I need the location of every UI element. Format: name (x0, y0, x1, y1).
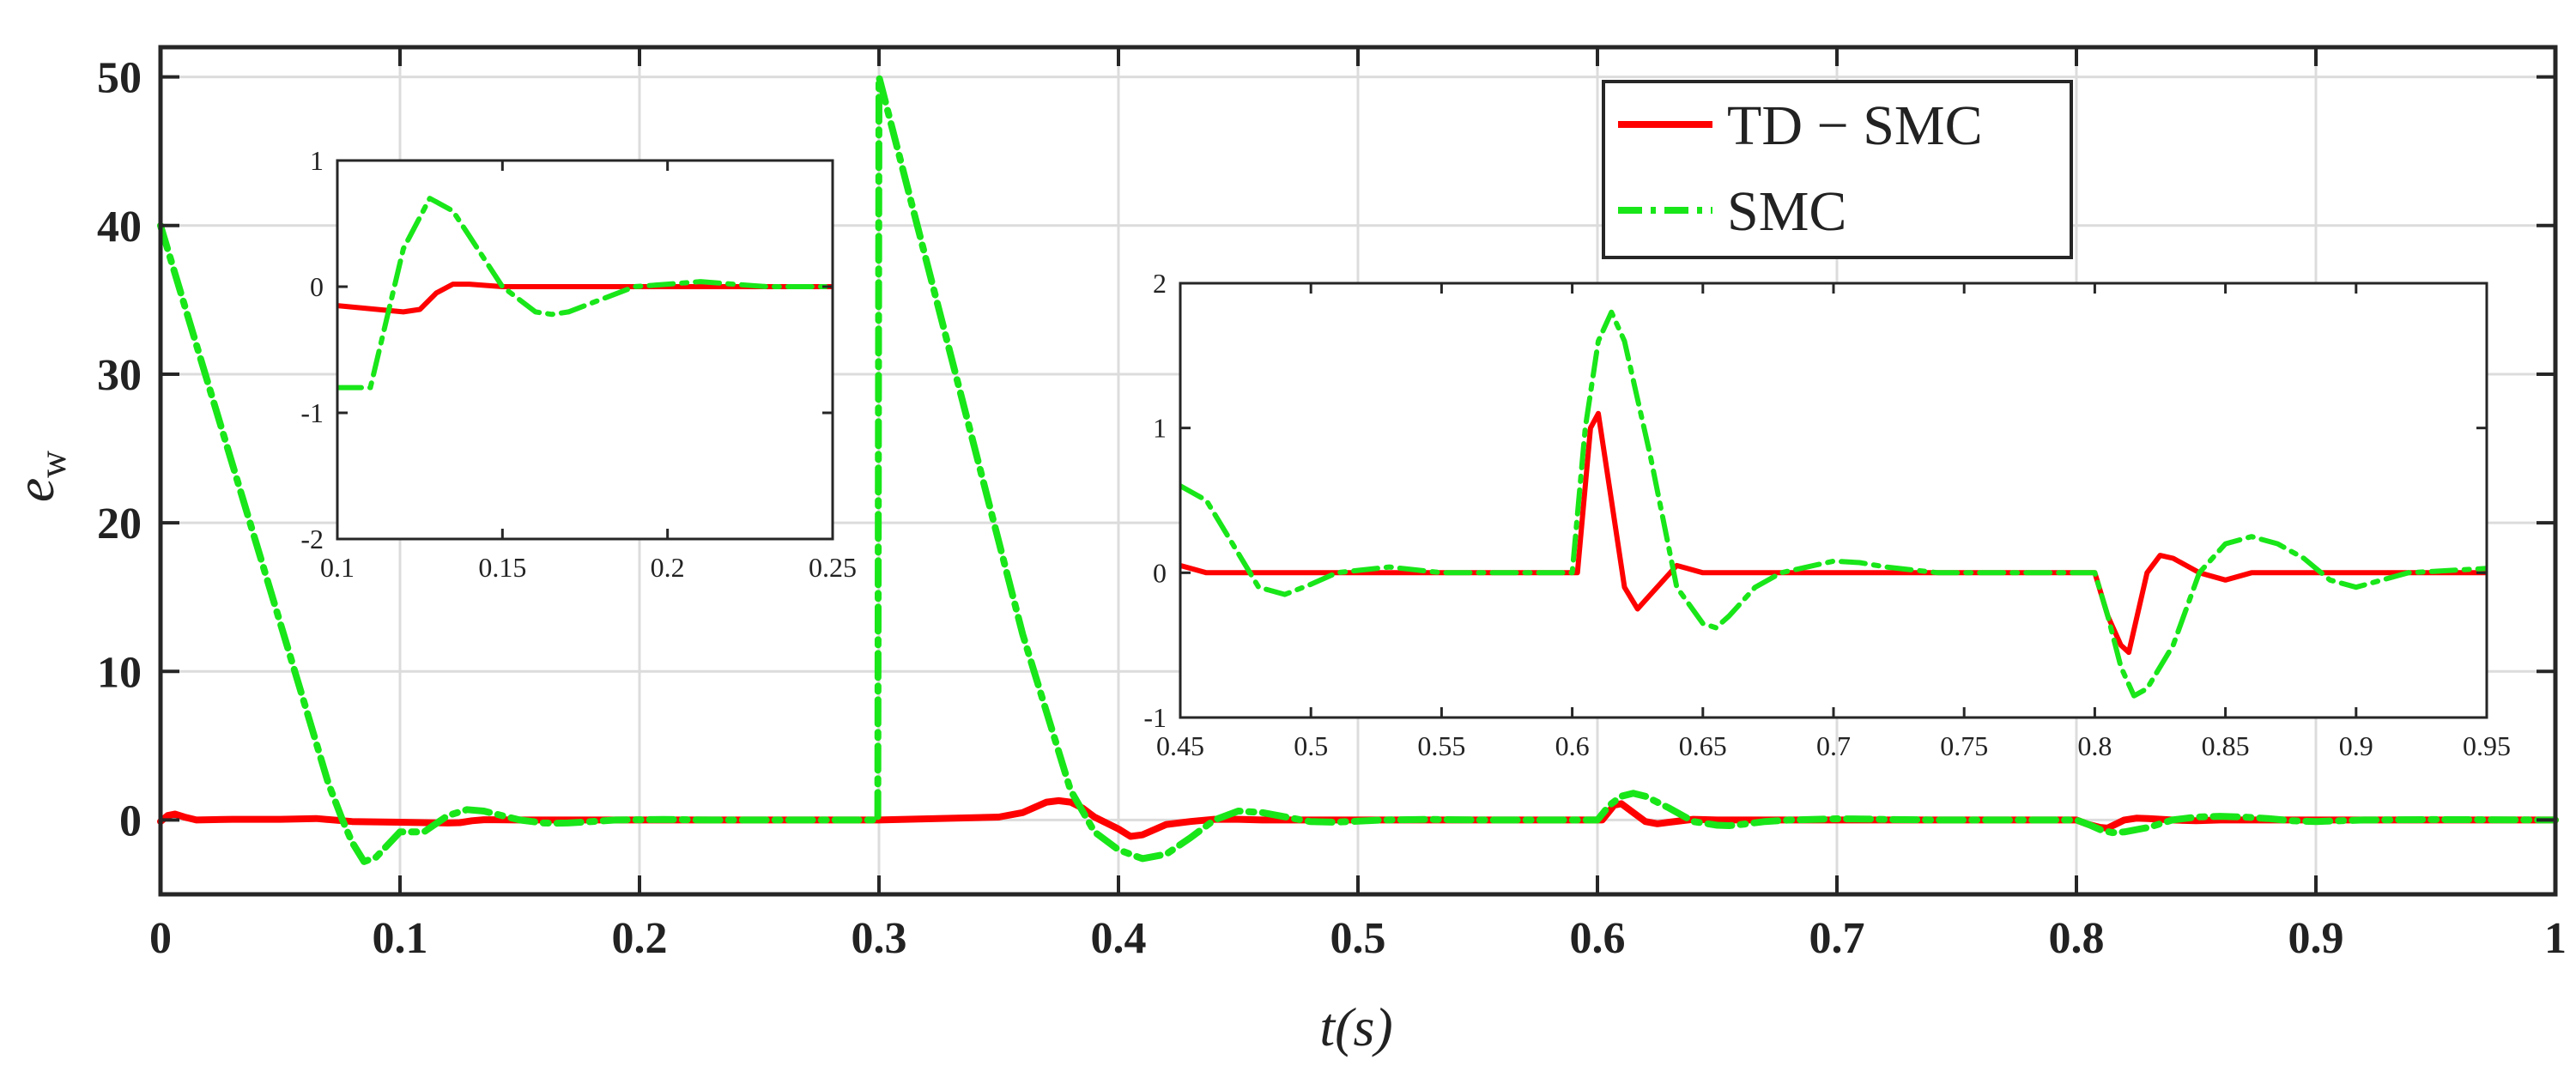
inset-series-smc (337, 196, 833, 391)
inset-x-tick-label: 0.9 (2339, 730, 2373, 761)
x-tick-label: 0.9 (2288, 914, 2344, 963)
inset-x-tick-label: 0.2 (651, 552, 685, 583)
inset-y-tick-label: 0 (310, 271, 324, 302)
inset-x-tick-label: 0.25 (809, 552, 857, 583)
inset-x-tick-label: 0.7 (1816, 730, 1851, 761)
inset-y-tick-label: -1 (300, 397, 324, 428)
inset-x-tick-label: 0.45 (1156, 730, 1204, 761)
inset-series-lines (337, 196, 833, 391)
x-axis-label: t(s) (1319, 996, 1392, 1057)
y-axis-label: ew (4, 451, 74, 502)
x-tick-label: 0.7 (1809, 914, 1865, 963)
inset-y-tick-label: 1 (1153, 413, 1167, 444)
inset-series-lines (1180, 309, 2487, 699)
x-tick-label: 0 (149, 914, 172, 963)
inset-y-tick-label: -2 (300, 524, 324, 554)
y-tick-label: 10 (97, 648, 142, 697)
inset-series-td-smc (337, 282, 833, 315)
series-smc (157, 73, 2559, 865)
inset-axes-2: 0.45 0.5 0.55 0.6 0.65 0.7 0.75 0.8 0.85 0.9 0.95 -… (1143, 268, 2511, 761)
inset-series-td-smc (1180, 410, 2487, 656)
main-series-lines (157, 73, 2559, 865)
inset-x-tick-label: 0.65 (1679, 730, 1727, 761)
y-tick-label: 50 (97, 54, 142, 103)
x-tick-label: 0.1 (373, 914, 428, 963)
legend-box (1602, 80, 2073, 259)
x-tick-label: 0.4 (1091, 914, 1147, 963)
inset-x-tick-label: 0.75 (1940, 730, 1988, 761)
inset-series-smc (1180, 309, 2487, 699)
inset-axes-1: 0.1 0.15 0.2 0.25 -2 -1 0 1 (300, 145, 857, 583)
inset-x-tick-label: 0.5 (1294, 730, 1328, 761)
inset-y-tick-label: -1 (1143, 702, 1167, 733)
inset-x-tick-label: 0.95 (2463, 730, 2511, 761)
inset-x-tick-label: 0.6 (1555, 730, 1590, 761)
inset-y-tick-label: 2 (1153, 268, 1167, 299)
inset-frame (336, 159, 834, 541)
inset-background (337, 160, 833, 539)
x-tick-label: 0.8 (2049, 914, 2105, 963)
legend-label-td-smc: TD − SMC (1727, 94, 1983, 157)
inset-x-tick-label: 0.8 (2077, 730, 2112, 761)
y-tick-label: 20 (97, 500, 142, 548)
x-tick-label: 1 (2544, 914, 2567, 963)
inset-y-tick-label: 0 (1153, 557, 1167, 588)
inset-x-tick-label: 0.85 (2202, 730, 2250, 761)
y-tick-label: 30 (97, 351, 142, 400)
inset-x-tick-label: 0.1 (320, 552, 355, 583)
inset-x-tick-label: 0.55 (1417, 730, 1465, 761)
x-tick-label: 0.5 (1330, 914, 1386, 963)
y-tick-label: 0 (119, 796, 142, 845)
inset-y-tick-label: 1 (310, 145, 324, 176)
legend: TD − SMC SMC (1602, 80, 2073, 259)
legend-label-smc: SMC (1727, 180, 1846, 243)
y-axis-label-subscript: w (32, 451, 74, 478)
y-axis-label-main: e (4, 478, 65, 502)
y-tick-label: 40 (97, 203, 142, 251)
x-tick-label: 0.2 (612, 914, 668, 963)
x-tick-label: 0.6 (1570, 914, 1626, 963)
x-tick-label: 0.3 (852, 914, 907, 963)
inset-background (1180, 283, 2487, 718)
inset-x-tick-label: 0.15 (478, 552, 526, 583)
